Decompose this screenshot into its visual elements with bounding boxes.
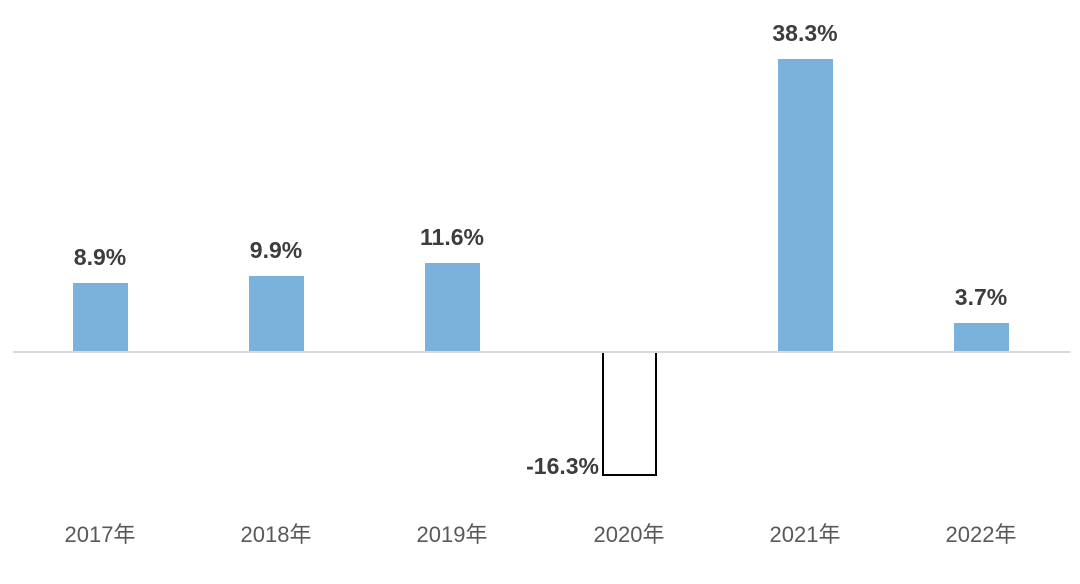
x-axis-label-2022: 2022年 <box>945 522 1017 547</box>
bar-2019 <box>425 263 480 351</box>
x-axis-line <box>13 351 1070 353</box>
bar-2021 <box>778 59 833 351</box>
value-label-2022: 3.7% <box>954 284 1008 310</box>
value-label-2019: 11.6% <box>420 224 484 250</box>
x-axis-label-2017: 2017年 <box>64 522 136 547</box>
value-label-2021: 38.3% <box>772 20 838 46</box>
x-axis-label-2020: 2020年 <box>593 522 665 547</box>
value-label-2018: 9.9% <box>249 237 303 263</box>
bar-2018 <box>249 276 304 351</box>
x-axis-label-2019: 2019年 <box>416 522 488 547</box>
value-label-2020: -16.3% <box>526 453 599 479</box>
bar-2017 <box>73 283 128 351</box>
x-axis-label-2018: 2018年 <box>240 522 312 547</box>
x-axis-label-2021: 2021年 <box>769 522 841 547</box>
bar-2022 <box>954 323 1009 351</box>
bar-2020 <box>602 353 657 476</box>
value-label-2017: 8.9% <box>73 244 127 270</box>
